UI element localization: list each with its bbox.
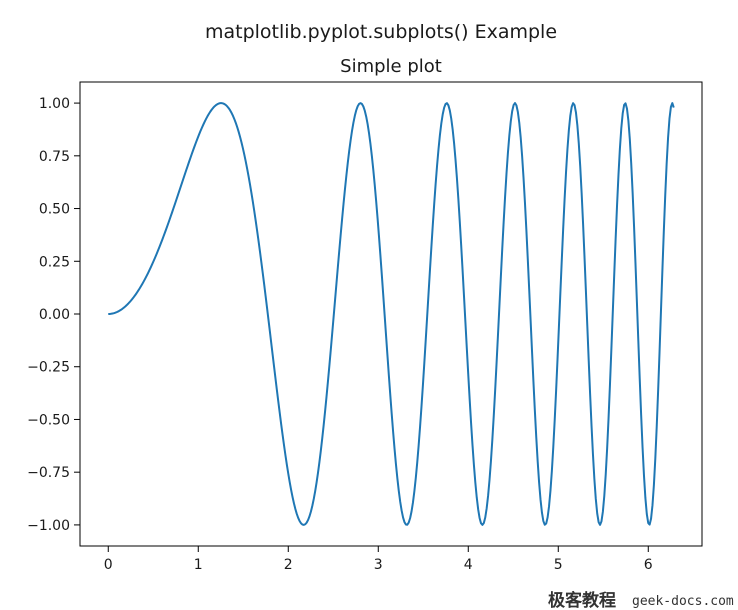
series-layer [108, 102, 675, 526]
y-tick-label: 0.00 [39, 307, 70, 323]
y-tick-label: −0.75 [27, 465, 70, 481]
chart-title: Simple plot [340, 56, 442, 77]
y-tick-label: 0.75 [39, 149, 70, 165]
x-tick-label: 2 [284, 557, 293, 573]
x-tick-label: 5 [554, 557, 563, 573]
x-tick-label: 6 [644, 557, 653, 573]
y-axis: 1.00 0.75 0.50 0.25 0.00 −0.25 −0.50 −0.75 −1.00 [27, 96, 80, 534]
y-tick-label: 0.50 [39, 202, 70, 218]
figure-suptitle: matplotlib.pyplot.subplots() Example [205, 21, 557, 43]
y-tick-label: −0.25 [27, 360, 70, 376]
watermark-brand: 极客教程 [548, 590, 616, 610]
x-tick-label: 0 [104, 557, 113, 573]
y-tick-label: 0.25 [39, 254, 70, 270]
x-tick-label: 4 [464, 557, 473, 573]
x-tick-label: 3 [374, 557, 383, 573]
watermark: 极客教程 geek-docs.com [548, 590, 734, 610]
y-tick-label: −1.00 [27, 518, 70, 534]
watermark-url: geek-docs.com [632, 594, 734, 609]
x-tick-label: 1 [194, 557, 203, 573]
y-tick-label: −0.50 [27, 412, 70, 428]
y-tick-label: 1.00 [39, 96, 70, 112]
series-line-0 [108, 102, 675, 526]
x-axis: 0 1 2 3 4 5 6 [104, 546, 653, 573]
